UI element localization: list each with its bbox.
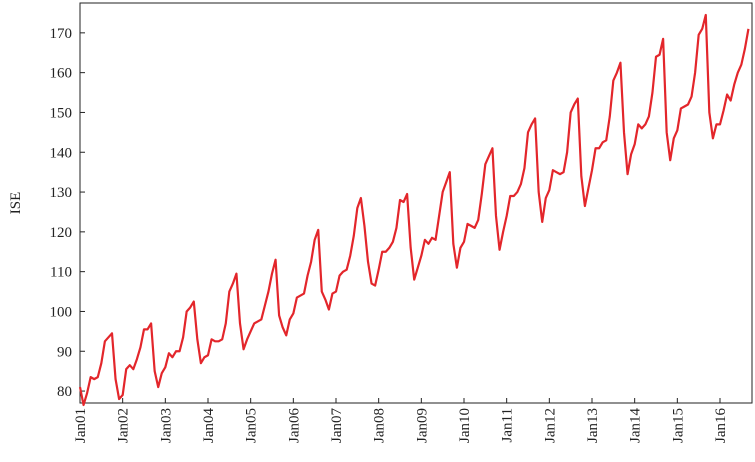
- x-tick-label: Jan11: [500, 408, 516, 442]
- x-tick-label: Jan04: [201, 408, 217, 443]
- data-line: [78, 13, 750, 407]
- y-tick-label: 100: [50, 304, 73, 320]
- x-tick-label: Jan16: [713, 408, 729, 443]
- x-tick-label: Jan01: [73, 408, 89, 443]
- x-tick-label: Jan02: [116, 408, 132, 443]
- x-tick-label: Jan14: [628, 408, 644, 443]
- y-tick-label: 170: [50, 26, 73, 42]
- x-tick-label: Jan05: [244, 408, 260, 443]
- y-tick-label: 150: [50, 105, 73, 121]
- x-tick-label: Jan03: [158, 408, 174, 443]
- x-tick-label: Jan12: [542, 408, 558, 443]
- x-tick-label: Jan09: [414, 408, 430, 443]
- y-tick-label: 80: [57, 384, 72, 400]
- y-tick-label: 90: [57, 344, 72, 360]
- y-axis-label: ISE: [8, 192, 24, 215]
- x-tick-label: Jan10: [457, 408, 473, 443]
- x-tick-label: Jan07: [329, 408, 345, 443]
- x-tick-label: Jan06: [286, 408, 302, 443]
- y-tick-label: 120: [50, 225, 73, 241]
- y-tick-label: 160: [50, 66, 73, 82]
- x-tick-label: Jan13: [585, 408, 601, 443]
- y-tick-label: 140: [50, 145, 73, 161]
- plot-frame: [79, 2, 753, 404]
- y-tick-label: 130: [50, 185, 73, 201]
- x-tick-label: Jan08: [372, 408, 388, 443]
- y-tick-label: 110: [50, 265, 72, 281]
- x-tick-label: Jan15: [670, 408, 686, 443]
